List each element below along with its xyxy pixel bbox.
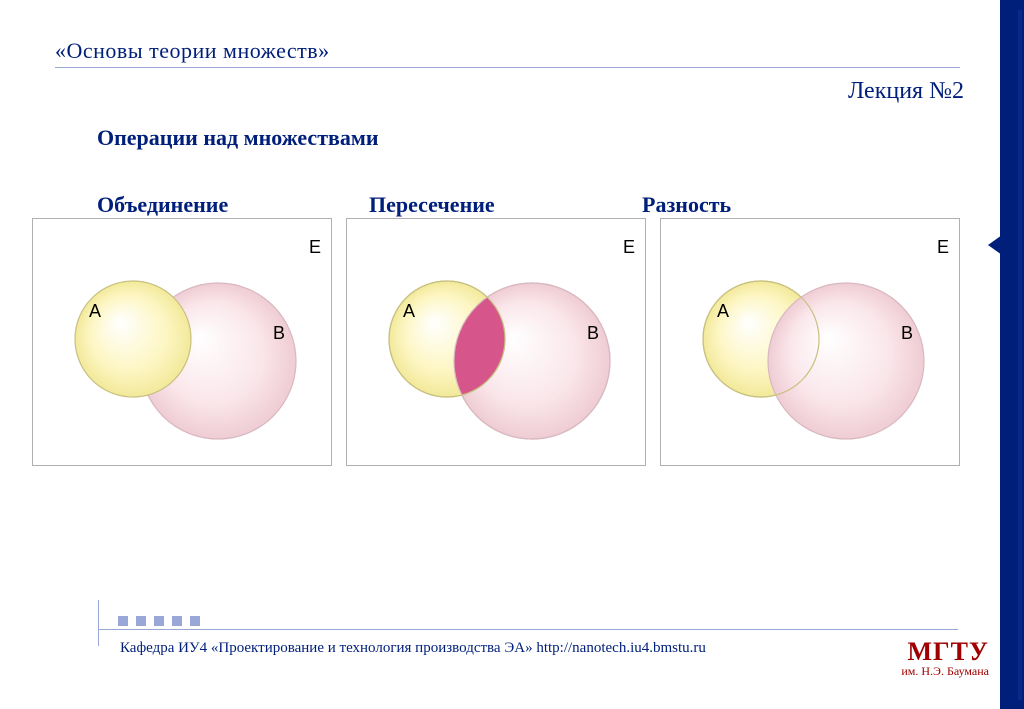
footer-text-big: А [514,640,525,656]
university-abbr: МГТУ [901,638,989,665]
section-heading: Операции над множествами [97,125,379,151]
venn-union: E A B [32,218,332,466]
label-B: B [587,323,599,343]
label-A: A [403,301,415,321]
topic-title: «Основы теории множеств» [55,38,330,64]
label-A: A [89,301,101,321]
label-union: Объединение [97,192,228,218]
lecture-number: Лекция №2 [848,78,964,105]
label-difference: Разность [642,192,731,218]
topic-underline [55,67,960,68]
diagram-row: E A B [32,218,960,466]
label-E: E [937,237,949,257]
label-intersection: Пересечение [369,192,495,218]
accent-band-highlight [1018,10,1022,700]
label-B: B [901,323,913,343]
label-B: B [273,323,285,343]
venn-intersection: E A B [346,218,646,466]
footer-rule [98,629,958,630]
accent-notch-icon [988,235,1002,255]
label-E: E [309,237,321,257]
slide: «Основы теории множеств» Лекция №2 Опера… [0,0,1024,709]
footer-ornament-icon [118,616,200,626]
footer-text: Кафедра ИУ4 «Проектирование и технология… [120,640,706,657]
label-A: A [717,301,729,321]
venn-difference: E A B [660,218,960,466]
university-mark: МГТУ им. Н.Э. Баумана [901,638,989,678]
university-sub: им. Н.Э. Баумана [901,665,989,678]
footer-text-pre: Кафедра ИУ4 «Проектирование и технология… [120,640,514,656]
footer-text-post: » http://nanotech.iu4.bmstu.ru [525,640,706,656]
footer-vertical-rule [98,600,99,646]
label-E: E [623,237,635,257]
